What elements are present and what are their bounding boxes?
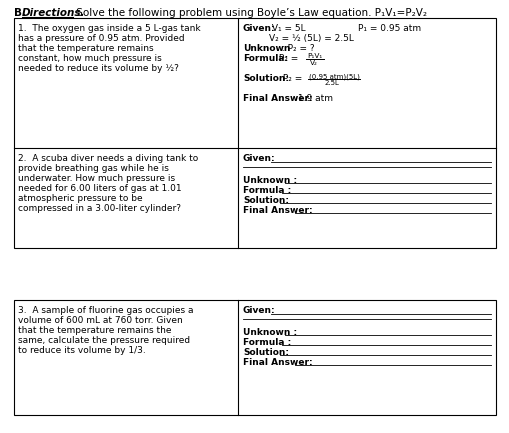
Text: that the temperature remains the: that the temperature remains the xyxy=(18,326,172,335)
Text: atmospheric pressure to be: atmospheric pressure to be xyxy=(18,194,143,203)
Text: Formula :: Formula : xyxy=(243,186,291,195)
Text: Unknown :: Unknown : xyxy=(243,176,297,185)
Text: Final Answer:: Final Answer: xyxy=(243,94,313,103)
Text: Formula:: Formula: xyxy=(243,54,288,63)
Text: P₂ =: P₂ = xyxy=(280,74,305,83)
Text: Directions.: Directions. xyxy=(22,8,86,18)
Text: Solve the following problem using Boyle’s Law equation. P₁V₁=P₂V₂: Solve the following problem using Boyle’… xyxy=(73,8,427,18)
Text: V₂: V₂ xyxy=(310,60,318,66)
Text: Formula :: Formula : xyxy=(243,338,291,347)
Text: Given:: Given: xyxy=(243,306,276,315)
Text: Unknown :: Unknown : xyxy=(243,328,297,337)
Text: underwater. How much pressure is: underwater. How much pressure is xyxy=(18,174,175,183)
Text: : P₂ = ?: : P₂ = ? xyxy=(279,44,315,53)
Text: 2.5L: 2.5L xyxy=(325,80,340,86)
Text: (0.95 atm)(5L): (0.95 atm)(5L) xyxy=(309,73,360,80)
Text: constant, how much pressure is: constant, how much pressure is xyxy=(18,54,162,63)
Text: has a pressure of 0.95 atm. Provided: has a pressure of 0.95 atm. Provided xyxy=(18,34,185,43)
Text: Given:: Given: xyxy=(243,154,276,163)
Text: P₂ =: P₂ = xyxy=(276,54,301,63)
Text: volume of 600 mL at 760 torr. Given: volume of 600 mL at 760 torr. Given xyxy=(18,316,183,325)
Text: 1.9 atm: 1.9 atm xyxy=(295,94,333,103)
Text: V₂ = ½ (5L) = 2.5L: V₂ = ½ (5L) = 2.5L xyxy=(269,34,354,43)
Text: 2.  A scuba diver needs a diving tank to: 2. A scuba diver needs a diving tank to xyxy=(18,154,198,163)
Text: 1.  The oxygen gas inside a 5 L-gas tank: 1. The oxygen gas inside a 5 L-gas tank xyxy=(18,24,201,33)
Bar xyxy=(14,300,496,415)
Text: provide breathing gas while he is: provide breathing gas while he is xyxy=(18,164,169,173)
Text: Solution:: Solution: xyxy=(243,74,289,83)
Text: 3.  A sample of fluorine gas occupies a: 3. A sample of fluorine gas occupies a xyxy=(18,306,193,315)
Text: same, calculate the pressure required: same, calculate the pressure required xyxy=(18,336,190,345)
Bar xyxy=(14,18,496,248)
Text: P₁ = 0.95 atm: P₁ = 0.95 atm xyxy=(358,24,421,33)
Text: needed to reduce its volume by ½?: needed to reduce its volume by ½? xyxy=(18,64,179,73)
Text: Solution:: Solution: xyxy=(243,348,289,357)
Text: Final Answer:: Final Answer: xyxy=(243,206,313,215)
Text: compressed in a 3.00-liter cylinder?: compressed in a 3.00-liter cylinder? xyxy=(18,204,181,213)
Text: needed for 6.00 liters of gas at 1.01: needed for 6.00 liters of gas at 1.01 xyxy=(18,184,182,193)
Text: to reduce its volume by 1/3.: to reduce its volume by 1/3. xyxy=(18,346,146,355)
Text: B.: B. xyxy=(14,8,26,18)
Text: Solution:: Solution: xyxy=(243,196,289,205)
Text: P₁V₁: P₁V₁ xyxy=(307,53,322,59)
Text: Unknown: Unknown xyxy=(243,44,290,53)
Text: V₁ = 5L: V₁ = 5L xyxy=(269,24,305,33)
Text: Given:: Given: xyxy=(243,24,276,33)
Text: Final Answer:: Final Answer: xyxy=(243,358,313,367)
Text: that the temperature remains: that the temperature remains xyxy=(18,44,154,53)
